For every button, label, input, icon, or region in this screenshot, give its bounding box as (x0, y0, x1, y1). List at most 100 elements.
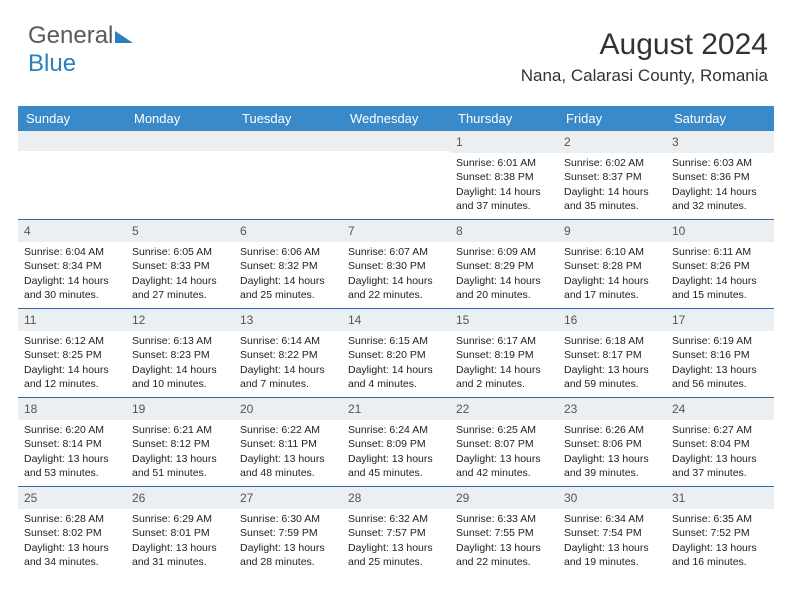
week-row: 4 Sunrise: 6:04 AMSunset: 8:34 PMDaylight… (18, 220, 774, 309)
day-details: Sunrise: 6:30 AMSunset: 7:59 PMDaylight:… (240, 512, 336, 569)
day-details: Sunrise: 6:12 AMSunset: 8:25 PMDaylight:… (24, 334, 120, 391)
day-details: Sunrise: 6:07 AMSunset: 8:30 PMDaylight:… (348, 245, 444, 302)
day-cell-6: 6 Sunrise: 6:06 AMSunset: 8:32 PMDaylight… (234, 220, 342, 308)
page-title: August 2024 (521, 28, 768, 62)
day-cell-26: 26 Sunrise: 6:29 AMSunset: 8:01 PMDayligh… (126, 487, 234, 575)
day-number: 26 (126, 487, 234, 509)
day-cell-12: 12Sunrise: 6:13 AMSunset: 8:23 PMDayligh… (126, 309, 234, 397)
day-number: 5 (126, 220, 234, 242)
calendar: SundayMondayTuesdayWednesdayThursdayFrid… (18, 106, 774, 575)
week-row: 11 Sunrise: 6:12 AMSunset: 8:25 PMDayligh… (18, 309, 774, 398)
header: August 2024 Nana, Calarasi County, Roman… (521, 28, 768, 86)
day-details: Sunrise: 6:21 AMSunset: 8:12 PMDaylight:… (132, 423, 228, 480)
day-details: Sunrise: 6:10 AMSunset: 8:28 PMDaylight:… (564, 245, 660, 302)
day-details: Sunrise: 6:26 AMSunset: 8:06 PMDaylight:… (564, 423, 660, 480)
day-number: 19 (126, 398, 234, 420)
day-number: 23 (558, 398, 666, 420)
empty-cell (234, 131, 342, 219)
day-number: 11 (18, 309, 126, 331)
day-details: Sunrise: 6:35 AMSunset: 7:52 PMDaylight:… (672, 512, 768, 569)
day-number: 27 (234, 487, 342, 509)
day-header-wednesday: Wednesday (342, 106, 450, 131)
day-number: 24 (666, 398, 774, 420)
day-cell-29: 29 Sunrise: 6:33 AMSunset: 7:55 PMDayligh… (450, 487, 558, 575)
day-header-saturday: Saturday (666, 106, 774, 131)
day-number: 8 (450, 220, 558, 242)
day-number: 25 (18, 487, 126, 509)
day-cell-3: 3Sunrise: 6:03 AMSunset: 8:36 PMDaylight… (666, 131, 774, 219)
day-number: 28 (342, 487, 450, 509)
day-cell-30: 30 Sunrise: 6:34 AMSunset: 7:54 PMDayligh… (558, 487, 666, 575)
location: Nana, Calarasi County, Romania (521, 66, 768, 86)
week-row: 1Sunrise: 6:01 AMSunset: 8:38 PMDaylight… (18, 131, 774, 220)
day-number: 3 (666, 131, 774, 153)
day-number: 21 (342, 398, 450, 420)
day-cell-5: 5 Sunrise: 6:05 AMSunset: 8:33 PMDaylight… (126, 220, 234, 308)
day-cell-21: 21 Sunrise: 6:24 AMSunset: 8:09 PMDayligh… (342, 398, 450, 486)
day-cell-23: 23 Sunrise: 6:26 AMSunset: 8:06 PMDayligh… (558, 398, 666, 486)
day-cell-19: 19 Sunrise: 6:21 AMSunset: 8:12 PMDayligh… (126, 398, 234, 486)
week-row: 18Sunrise: 6:20 AMSunset: 8:14 PMDayligh… (18, 398, 774, 487)
day-number: 9 (558, 220, 666, 242)
calendar-grid: 1Sunrise: 6:01 AMSunset: 8:38 PMDaylight… (18, 131, 774, 575)
day-cell-9: 9 Sunrise: 6:10 AMSunset: 8:28 PMDaylight… (558, 220, 666, 308)
day-details: Sunrise: 6:17 AMSunset: 8:19 PMDaylight:… (456, 334, 552, 391)
day-details: Sunrise: 6:05 AMSunset: 8:33 PMDaylight:… (132, 245, 228, 302)
day-cell-7: 7 Sunrise: 6:07 AMSunset: 8:30 PMDaylight… (342, 220, 450, 308)
day-cell-10: 10Sunrise: 6:11 AMSunset: 8:26 PMDayligh… (666, 220, 774, 308)
day-number: 7 (342, 220, 450, 242)
day-number: 20 (234, 398, 342, 420)
day-number (126, 131, 234, 151)
day-details: Sunrise: 6:04 AMSunset: 8:34 PMDaylight:… (24, 245, 120, 302)
day-details: Sunrise: 6:02 AMSunset: 8:37 PMDaylight:… (564, 156, 660, 213)
day-number: 14 (342, 309, 450, 331)
day-details: Sunrise: 6:29 AMSunset: 8:01 PMDaylight:… (132, 512, 228, 569)
day-cell-25: 25 Sunrise: 6:28 AMSunset: 8:02 PMDayligh… (18, 487, 126, 575)
day-details: Sunrise: 6:28 AMSunset: 8:02 PMDaylight:… (24, 512, 120, 569)
day-number: 30 (558, 487, 666, 509)
day-details: Sunrise: 6:01 AMSunset: 8:38 PMDaylight:… (456, 156, 552, 213)
day-details: Sunrise: 6:06 AMSunset: 8:32 PMDaylight:… (240, 245, 336, 302)
day-details: Sunrise: 6:33 AMSunset: 7:55 PMDaylight:… (456, 512, 552, 569)
day-number: 12 (126, 309, 234, 331)
day-details: Sunrise: 6:34 AMSunset: 7:54 PMDaylight:… (564, 512, 660, 569)
day-number: 10 (666, 220, 774, 242)
day-details: Sunrise: 6:18 AMSunset: 8:17 PMDaylight:… (564, 334, 660, 391)
day-number: 16 (558, 309, 666, 331)
week-row: 25 Sunrise: 6:28 AMSunset: 8:02 PMDayligh… (18, 487, 774, 575)
day-cell-8: 8 Sunrise: 6:09 AMSunset: 8:29 PMDaylight… (450, 220, 558, 308)
day-number: 22 (450, 398, 558, 420)
day-cell-4: 4 Sunrise: 6:04 AMSunset: 8:34 PMDaylight… (18, 220, 126, 308)
day-number: 6 (234, 220, 342, 242)
day-cell-31: 31Sunrise: 6:35 AMSunset: 7:52 PMDayligh… (666, 487, 774, 575)
empty-cell (18, 131, 126, 219)
day-number: 4 (18, 220, 126, 242)
day-details: Sunrise: 6:22 AMSunset: 8:11 PMDaylight:… (240, 423, 336, 480)
day-cell-11: 11 Sunrise: 6:12 AMSunset: 8:25 PMDayligh… (18, 309, 126, 397)
day-cell-18: 18Sunrise: 6:20 AMSunset: 8:14 PMDayligh… (18, 398, 126, 486)
day-details: Sunrise: 6:24 AMSunset: 8:09 PMDaylight:… (348, 423, 444, 480)
day-cell-14: 14Sunrise: 6:15 AMSunset: 8:20 PMDayligh… (342, 309, 450, 397)
day-header-tuesday: Tuesday (234, 106, 342, 131)
empty-cell (126, 131, 234, 219)
day-cell-24: 24 Sunrise: 6:27 AMSunset: 8:04 PMDayligh… (666, 398, 774, 486)
day-header-monday: Monday (126, 106, 234, 131)
day-details: Sunrise: 6:20 AMSunset: 8:14 PMDaylight:… (24, 423, 120, 480)
day-details: Sunrise: 6:25 AMSunset: 8:07 PMDaylight:… (456, 423, 552, 480)
day-header-thursday: Thursday (450, 106, 558, 131)
logo-text-2: Blue (28, 50, 76, 77)
day-details: Sunrise: 6:32 AMSunset: 7:57 PMDaylight:… (348, 512, 444, 569)
day-number: 29 (450, 487, 558, 509)
day-number: 2 (558, 131, 666, 153)
day-details: Sunrise: 6:09 AMSunset: 8:29 PMDaylight:… (456, 245, 552, 302)
day-cell-17: 17 Sunrise: 6:19 AMSunset: 8:16 PMDayligh… (666, 309, 774, 397)
day-cell-13: 13Sunrise: 6:14 AMSunset: 8:22 PMDayligh… (234, 309, 342, 397)
day-number (234, 131, 342, 151)
day-cell-1: 1Sunrise: 6:01 AMSunset: 8:38 PMDaylight… (450, 131, 558, 219)
day-number: 15 (450, 309, 558, 331)
day-details: Sunrise: 6:27 AMSunset: 8:04 PMDaylight:… (672, 423, 768, 480)
day-number (18, 131, 126, 151)
day-number: 17 (666, 309, 774, 331)
day-cell-27: 27 Sunrise: 6:30 AMSunset: 7:59 PMDayligh… (234, 487, 342, 575)
day-details: Sunrise: 6:19 AMSunset: 8:16 PMDaylight:… (672, 334, 768, 391)
